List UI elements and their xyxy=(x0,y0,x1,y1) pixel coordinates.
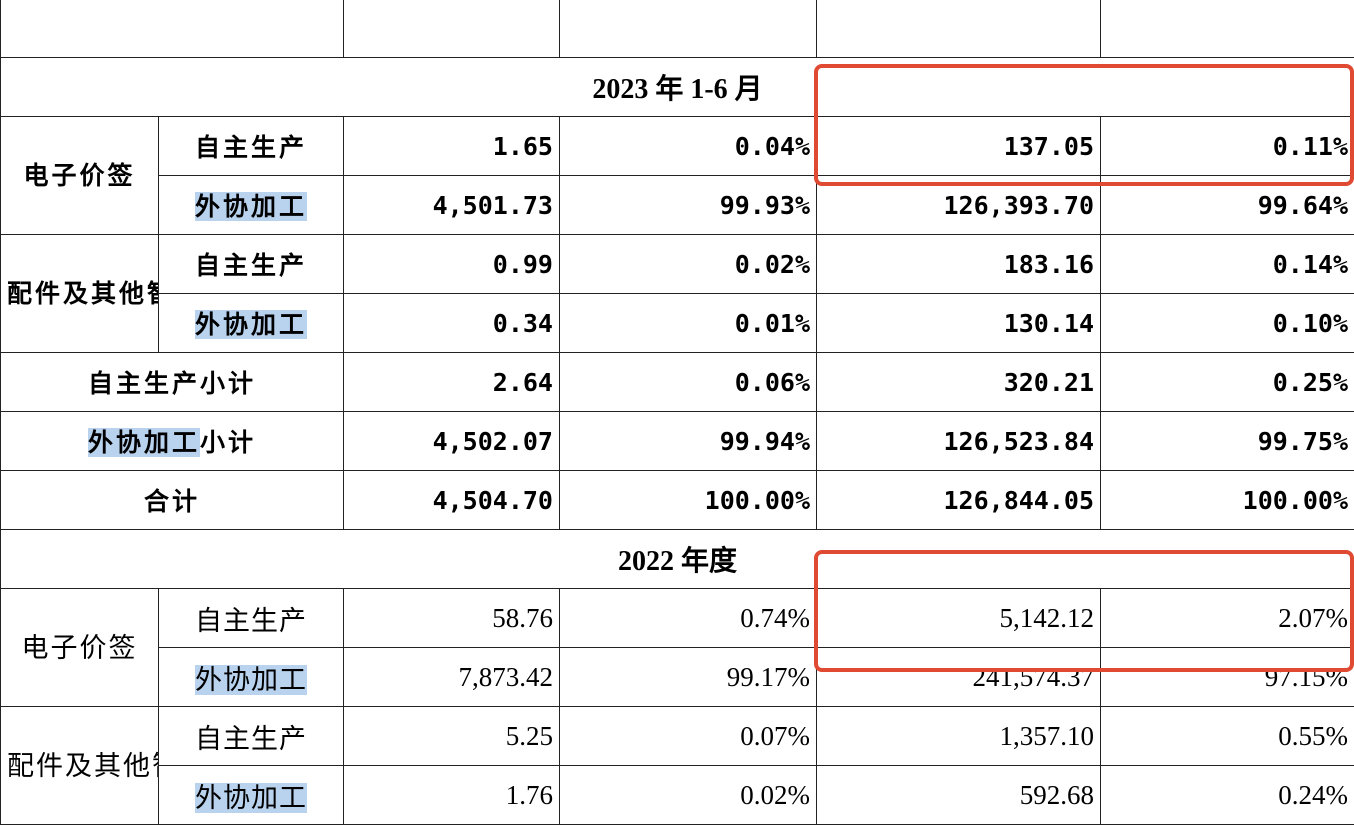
row-label: 自主生产 xyxy=(159,589,344,648)
value-cell: 0.04% xyxy=(560,117,817,176)
value-cell: 58.76 xyxy=(344,589,560,648)
value-cell: 320.21 xyxy=(817,353,1101,412)
value-cell: 99.75% xyxy=(1101,412,1354,471)
value-cell: 99.94% xyxy=(560,412,817,471)
highlighted-text: 外协加工 xyxy=(195,192,307,221)
value-cell: 0.02% xyxy=(560,766,817,825)
value-cell: 0.07% xyxy=(560,707,817,766)
table-row: 配件及其他智能硬件 自主生产 0.99 0.02% 183.16 0.14% xyxy=(1,235,1354,294)
value-cell: 0.06% xyxy=(560,353,817,412)
value-cell: 592.68 xyxy=(817,766,1101,825)
annotation-box-2023 xyxy=(814,64,1354,186)
value-cell: 1.76 xyxy=(344,766,560,825)
value-cell: 100.00% xyxy=(1101,471,1354,530)
value-cell: 126,844.05 xyxy=(817,471,1101,530)
value-cell: 0.02% xyxy=(560,235,817,294)
value-cell: 4,502.07 xyxy=(344,412,560,471)
row-label: 自主生产 xyxy=(159,117,344,176)
row-label-text: 自主生产 xyxy=(195,251,307,280)
subtotal-label-suffix: 小计 xyxy=(200,428,256,457)
highlighted-text: 外协加工 xyxy=(195,665,307,695)
row-label: 外协加工 xyxy=(159,648,344,707)
value-cell: 5.25 xyxy=(344,707,560,766)
row-label-text: 自主生产 xyxy=(195,133,307,162)
total-label: 合计 xyxy=(1,471,344,530)
highlighted-text: 外协加工 xyxy=(195,310,307,339)
table-row: 外协加工 0.34 0.01% 130.14 0.10% xyxy=(1,294,1354,353)
subtotal-row: 自主生产小计 2.64 0.06% 320.21 0.25% xyxy=(1,353,1354,412)
value-cell: 4,504.70 xyxy=(344,471,560,530)
value-cell: 0.24% xyxy=(1101,766,1354,825)
value-cell: 126,523.84 xyxy=(817,412,1101,471)
row-label: 外协加工 xyxy=(159,766,344,825)
row-label: 外协加工 xyxy=(159,176,344,235)
table-row: 配件及其他智能硬件 自主生产 5.25 0.07% 1,357.10 0.55% xyxy=(1,707,1354,766)
group-label: 电子价签 xyxy=(1,117,159,235)
value-cell: 0.55% xyxy=(1101,707,1354,766)
row-label: 自主生产 xyxy=(159,235,344,294)
value-cell: 100.00% xyxy=(560,471,817,530)
row-label: 外协加工 xyxy=(159,294,344,353)
group-label: 配件及其他智能硬件 xyxy=(1,235,159,353)
subtotal-row: 外协加工小计 4,502.07 99.94% 126,523.84 99.75% xyxy=(1,412,1354,471)
highlighted-text: 外协加工 xyxy=(195,783,307,813)
value-cell: 1.65 xyxy=(344,117,560,176)
value-cell: 0.34 xyxy=(344,294,560,353)
subtotal-label: 自主生产小计 xyxy=(1,353,344,412)
value-cell: 0.25% xyxy=(1101,353,1354,412)
value-cell: 99.93% xyxy=(560,176,817,235)
value-cell: 0.10% xyxy=(1101,294,1354,353)
value-cell: 0.99 xyxy=(344,235,560,294)
value-cell: 0.01% xyxy=(560,294,817,353)
row-label-text: 自主生产 xyxy=(195,606,307,636)
group-label: 配件及其他智能硬件 xyxy=(1,707,159,825)
value-cell: 130.14 xyxy=(817,294,1101,353)
row-label: 自主生产 xyxy=(159,707,344,766)
value-cell: 99.17% xyxy=(560,648,817,707)
total-row: 合计 4,504.70 100.00% 126,844.05 100.00% xyxy=(1,471,1354,530)
value-cell: 7,873.42 xyxy=(344,648,560,707)
value-cell: 183.16 xyxy=(817,235,1101,294)
table-top-edge xyxy=(1,0,1354,58)
group-label: 电子价签 xyxy=(1,589,159,707)
table-row: 外协加工 1.76 0.02% 592.68 0.24% xyxy=(1,766,1354,825)
subtotal-label: 外协加工小计 xyxy=(1,412,344,471)
value-cell: 1,357.10 xyxy=(817,707,1101,766)
row-label-text: 自主生产 xyxy=(195,724,307,754)
highlighted-text: 外协加工 xyxy=(88,428,200,457)
value-cell: 2.64 xyxy=(344,353,560,412)
value-cell: 4,501.73 xyxy=(344,176,560,235)
value-cell: 0.74% xyxy=(560,589,817,648)
annotation-box-2022 xyxy=(814,550,1354,672)
value-cell: 0.14% xyxy=(1101,235,1354,294)
